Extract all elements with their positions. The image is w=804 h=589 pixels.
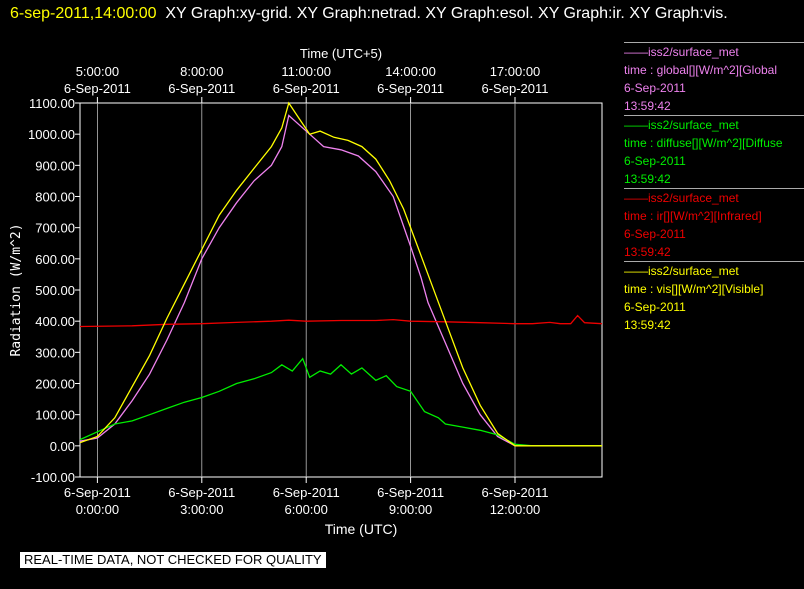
x2-axis-label: Time (UTC+5) <box>300 46 382 61</box>
y-tick-label: 1100.00 <box>29 96 75 111</box>
series-line-2 <box>79 357 602 447</box>
x2-tick-time: 17:00:00 <box>490 64 541 79</box>
x-tick-date: 6-Sep-2011 <box>273 485 340 500</box>
y-tick-label: -100.00 <box>31 470 75 485</box>
y-tick-label: 400.00 <box>35 314 75 329</box>
y-tick-label: 1000.00 <box>28 127 75 142</box>
x2-tick-date: 6-Sep-2011 <box>377 81 444 96</box>
y-tick-label: 800.00 <box>35 190 75 205</box>
x-tick-time: 12:00:00 <box>490 502 541 517</box>
y-tick-label: 900.00 <box>35 158 75 173</box>
legend-series-label: time : ir[][W/m^2][Infrared] <box>624 209 762 223</box>
legend-series-name: ——iss2/surface_met <box>624 264 739 278</box>
series-line-1 <box>79 114 602 447</box>
x-tick-time: 9:00:00 <box>389 502 432 517</box>
legend-series-label: time : diffuse[][W/m^2][Diffuse <box>624 136 783 150</box>
x2-tick-time: 5:00:00 <box>76 64 119 79</box>
y-tick-label: 200.00 <box>35 377 75 392</box>
graph-list: XY Graph:xy-grid. XY Graph:netrad. XY Gr… <box>165 5 728 22</box>
x2-tick-date: 6-Sep-2011 <box>482 81 549 96</box>
series-line-3 <box>79 314 603 328</box>
x-tick-time: 0:00:00 <box>76 502 119 517</box>
x2-tick-date: 6-Sep-2011 <box>273 81 340 96</box>
series-line-4 <box>79 101 602 447</box>
legend-date: 6-Sep-2011 <box>624 300 686 314</box>
legend-time: 13:59:42 <box>624 318 671 332</box>
plot-frame <box>79 102 603 478</box>
legend-date: 6-Sep-2011 <box>624 227 686 241</box>
x-axis-label: Time (UTC) <box>325 521 398 537</box>
y-tick-label: 500.00 <box>35 283 75 298</box>
timestamp: 6-sep-2011,14:00:00 <box>10 5 157 22</box>
legend-series-label: time : global[][W/m^2][Global <box>624 63 778 77</box>
x-tick-time: 6:00:00 <box>285 502 328 517</box>
legend-date: 6-Sep-2011 <box>624 154 686 168</box>
graph-title: 6-sep-2011,14:00:00 XY Graph:xy-grid. XY… <box>10 2 800 25</box>
legend-date: 6-Sep-2011 <box>624 81 686 95</box>
x2-tick-time: 14:00:00 <box>385 64 436 79</box>
legend-series-label: time : vis[][W/m^2][Visible] <box>624 282 764 296</box>
legend-series-name: ——iss2/surface_met <box>624 191 739 205</box>
y-tick-label: 600.00 <box>35 252 75 267</box>
x2-tick-date: 6-Sep-2011 <box>168 81 235 96</box>
y-tick-label: 700.00 <box>35 221 75 236</box>
radiation-chart: 1100.00 1000.00 900.00 800.00 700.00 600.00 50… <box>9 46 603 537</box>
x-tick-date: 6-Sep-2011 <box>64 485 131 500</box>
x-tick-time: 3:00:00 <box>180 502 223 517</box>
legend-time: 13:59:42 <box>624 172 671 186</box>
x-tick-date: 6-Sep-2011 <box>377 485 444 500</box>
quality-banner: REAL-TIME DATA, NOT CHECKED FOR QUALITY <box>20 552 326 568</box>
x2-tick-time: 8:00:00 <box>180 64 223 79</box>
x2-tick-date: 6-Sep-2011 <box>64 81 131 96</box>
x-tick-date: 6-Sep-2011 <box>482 485 549 500</box>
y-tick-label: 100.00 <box>35 408 75 423</box>
y-tick-label: 300.00 <box>35 345 75 360</box>
x2-tick-time: 11:00:00 <box>281 64 331 79</box>
y-axis-label: Radiation (W/m^2) <box>9 223 24 356</box>
y-tick-label: 0.00 <box>50 439 75 454</box>
legend-series-name: ——iss2/surface_met <box>624 45 739 59</box>
legend-time: 13:59:42 <box>624 99 671 113</box>
legend-series-name: ——iss2/surface_met <box>624 118 739 132</box>
legend-time: 13:59:42 <box>624 245 671 259</box>
x-tick-date: 6-Sep-2011 <box>168 485 235 500</box>
